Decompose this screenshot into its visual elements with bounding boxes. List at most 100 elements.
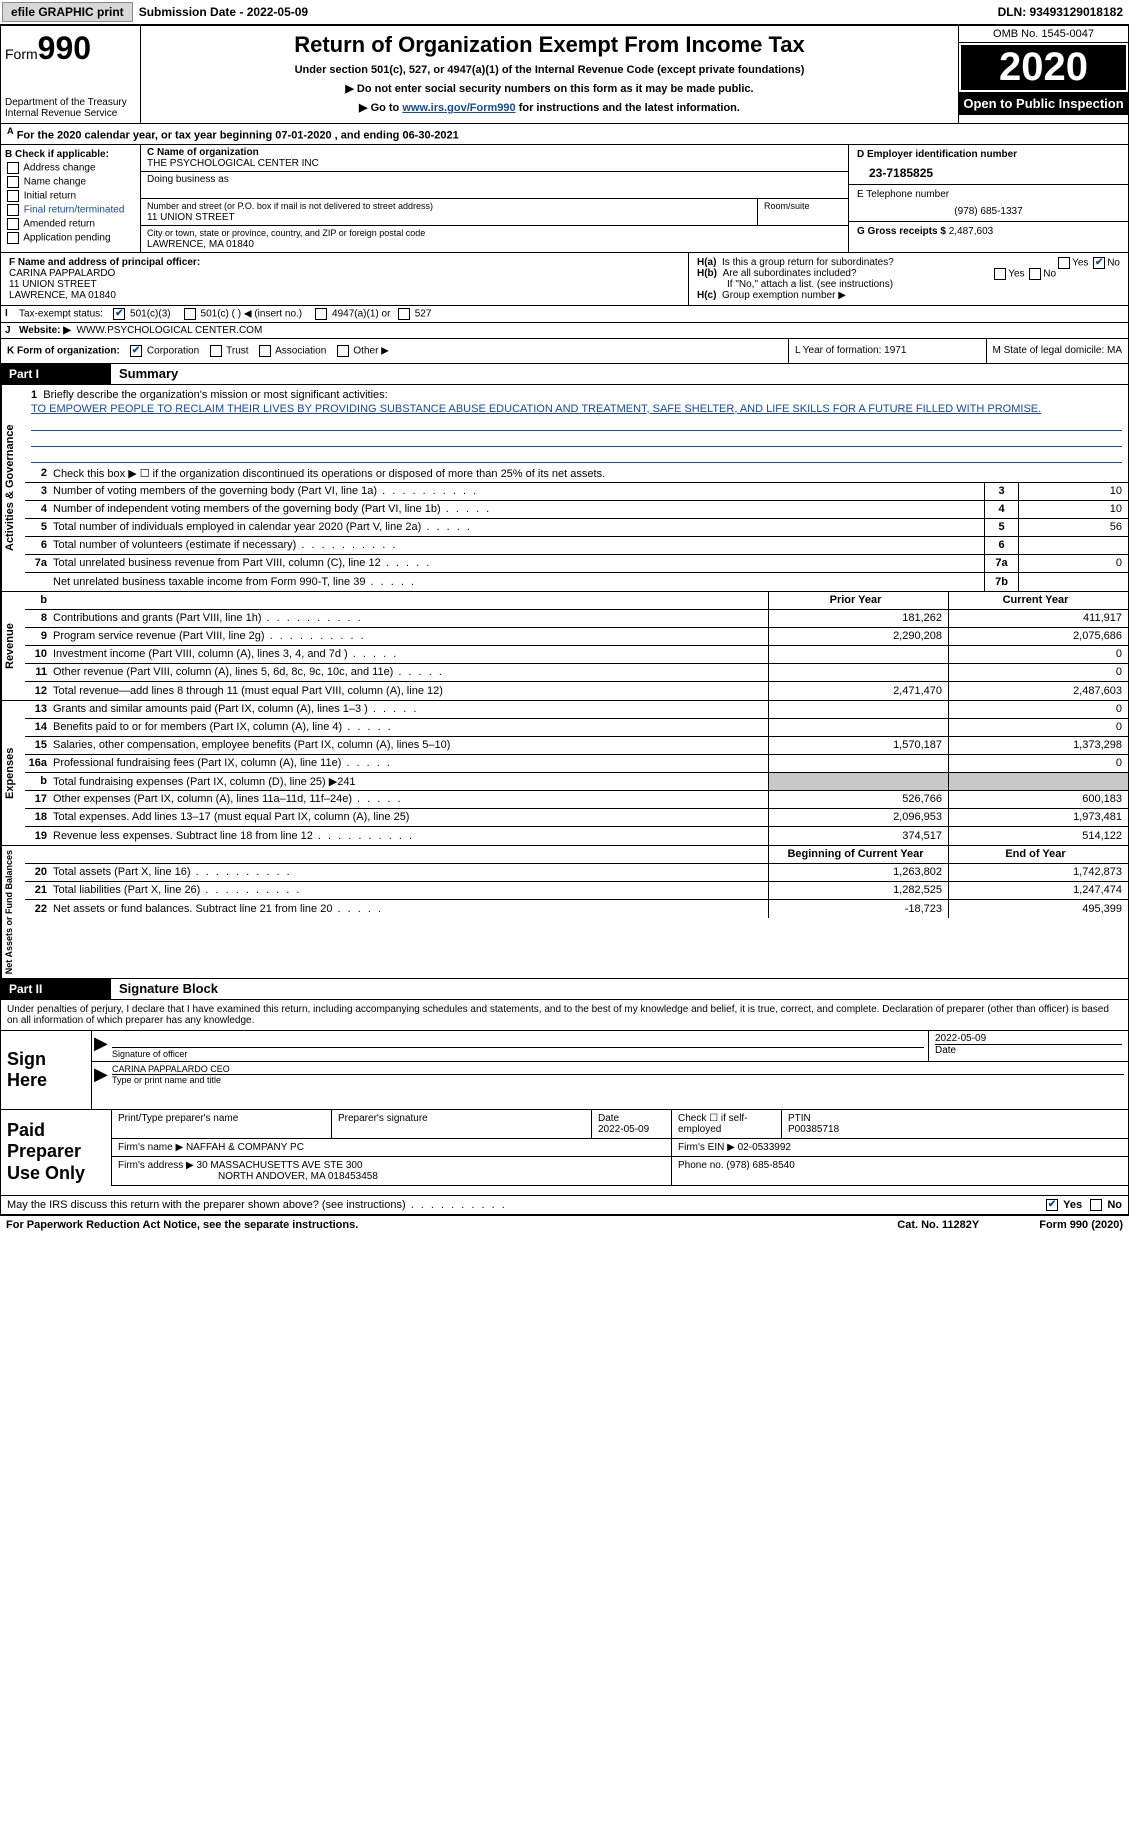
- line-18: Total expenses. Add lines 13–17 (must eq…: [53, 809, 768, 825]
- mission-text: TO EMPOWER PEOPLE TO RECLAIM THEIR LIVES…: [31, 403, 1122, 415]
- form-subtitle: Under section 501(c), 527, or 4947(a)(1)…: [149, 64, 950, 76]
- p16b-grey: [768, 773, 948, 790]
- line-17: Other expenses (Part IX, column (A), lin…: [53, 791, 768, 807]
- chk-4947[interactable]: [315, 308, 327, 320]
- chk-address-change[interactable]: Address change: [5, 162, 136, 174]
- line-11: Other revenue (Part VIII, column (A), li…: [53, 664, 768, 680]
- c16a: 0: [948, 755, 1128, 772]
- p19: 374,517: [768, 827, 948, 845]
- c9: 2,075,686: [948, 628, 1128, 645]
- c18: 1,973,481: [948, 809, 1128, 826]
- p15: 1,570,187: [768, 737, 948, 754]
- chk-trust[interactable]: [210, 345, 222, 357]
- footer-left: For Paperwork Reduction Act Notice, see …: [6, 1219, 358, 1231]
- chk-501c3[interactable]: ✔: [113, 308, 125, 320]
- p20: 1,263,802: [768, 864, 948, 881]
- ein-value: 23-7185825: [869, 166, 1120, 180]
- phone-cell: E Telephone number (978) 685-1337: [849, 185, 1128, 222]
- officer-printed-name: CARINA PAPPALARDO CEO: [112, 1064, 230, 1074]
- irs-link[interactable]: www.irs.gov/Form990: [402, 102, 515, 114]
- line-8: Contributions and grants (Part VIII, lin…: [53, 610, 768, 626]
- arrow-icon: ▶: [92, 1031, 108, 1061]
- prep-date: 2022-05-09: [598, 1124, 649, 1135]
- chk-527[interactable]: [398, 308, 410, 320]
- inspection-badge: Open to Public Inspection: [959, 92, 1128, 115]
- p17: 526,766: [768, 791, 948, 808]
- room-suite-label: Room/suite: [764, 201, 810, 211]
- city-cell: City or town, state or province, country…: [141, 226, 848, 252]
- hdr-current-year: Current Year: [948, 592, 1128, 609]
- submission-date-label: Submission Date - 2022-05-09: [135, 5, 308, 19]
- chk-association[interactable]: [259, 345, 271, 357]
- c16b-grey: [948, 773, 1128, 790]
- sidebar-netassets: Net Assets or Fund Balances: [1, 846, 25, 978]
- c20: 1,742,873: [948, 864, 1128, 881]
- dba-cell: Doing business as: [141, 172, 848, 199]
- ein-cell: D Employer identification number 23-7185…: [849, 145, 1128, 185]
- firm-addr2: NORTH ANDOVER, MA 018453458: [118, 1171, 378, 1182]
- part-ii-header: Part II: [1, 979, 111, 999]
- line-19: Revenue less expenses. Subtract line 18 …: [53, 828, 768, 844]
- line-15: Salaries, other compensation, employee b…: [53, 737, 768, 753]
- chk-final-return[interactable]: Final return/terminated: [5, 204, 136, 216]
- website-row: Website: ▶ WWW.PSYCHOLOGICAL CENTER.COM: [15, 323, 1128, 338]
- efile-print-button[interactable]: efile GRAPHIC print: [2, 2, 133, 22]
- part-i-title: Summary: [111, 366, 178, 381]
- hdr-prior-year: Prior Year: [768, 592, 948, 609]
- state-domicile: M State of legal domicile: MA: [987, 339, 1129, 363]
- street-address: 11 UNION STREET: [147, 212, 235, 223]
- c13: 0: [948, 701, 1128, 718]
- sign-here-label: Sign Here: [1, 1031, 91, 1109]
- form-header: Form990 Department of the Treasury Inter…: [0, 25, 1129, 124]
- line-12: Total revenue—add lines 8 through 11 (mu…: [53, 683, 768, 699]
- chk-amended[interactable]: Amended return: [5, 218, 136, 230]
- val-5: 56: [1018, 519, 1128, 536]
- firm-ein: 02-0533992: [738, 1142, 791, 1153]
- chk-initial-return[interactable]: Initial return: [5, 190, 136, 202]
- chk-corporation[interactable]: ✔: [130, 345, 142, 357]
- val-4: 10: [1018, 501, 1128, 518]
- firm-name: NAFFAH & COMPANY PC: [186, 1142, 304, 1153]
- section-b-checkboxes: B Check if applicable: Address change Na…: [1, 145, 141, 252]
- tax-exempt-status: Tax-exempt status: ✔ 501(c)(3) 501(c) ( …: [15, 306, 1128, 322]
- p13: [768, 701, 948, 718]
- form-label: Form: [5, 46, 38, 62]
- sidebar-expenses: Expenses: [1, 701, 25, 845]
- p14: [768, 719, 948, 736]
- line-9: Program service revenue (Part VIII, line…: [53, 628, 768, 644]
- line-16a: Professional fundraising fees (Part IX, …: [53, 755, 768, 771]
- chk-other[interactable]: [337, 345, 349, 357]
- chk-501c[interactable]: [184, 308, 196, 320]
- line-4: Number of independent voting members of …: [53, 501, 984, 517]
- tax-year: 2020: [959, 43, 1128, 92]
- part-ii-title: Signature Block: [111, 981, 218, 996]
- line-13: Grants and similar amounts paid (Part IX…: [53, 701, 768, 717]
- footer-catno: Cat. No. 11282Y: [897, 1219, 979, 1231]
- c15: 1,373,298: [948, 737, 1128, 754]
- c22: 495,399: [948, 900, 1128, 918]
- section-h: H(a) Is this a group return for subordin…: [688, 253, 1128, 305]
- line-20: Total assets (Part X, line 16): [53, 864, 768, 880]
- line-3: Number of voting members of the governin…: [53, 483, 984, 499]
- hdr-beginning: Beginning of Current Year: [768, 846, 948, 863]
- omb-number: OMB No. 1545-0047: [959, 26, 1128, 43]
- val-6: [1018, 537, 1128, 554]
- org-name: THE PSYCHOLOGICAL CENTER INC: [147, 158, 842, 169]
- self-employed-chk[interactable]: Check ☐ if self-employed: [672, 1110, 782, 1139]
- line-5: Total number of individuals employed in …: [53, 519, 984, 535]
- p22: -18,723: [768, 900, 948, 918]
- line-7b: Net unrelated business taxable income fr…: [53, 574, 984, 590]
- line-22: Net assets or fund balances. Subtract li…: [53, 901, 768, 917]
- mission-block: 1 Briefly describe the organization's mi…: [25, 385, 1128, 463]
- c17: 600,183: [948, 791, 1128, 808]
- discuss-no[interactable]: [1090, 1199, 1102, 1211]
- part-i-header: Part I: [1, 364, 111, 384]
- chk-application-pending[interactable]: Application pending: [5, 232, 136, 244]
- discuss-yes[interactable]: ✔: [1046, 1199, 1058, 1211]
- chk-name-change[interactable]: Name change: [5, 176, 136, 188]
- privacy-note: ▶ Do not enter social security numbers o…: [149, 82, 950, 95]
- prep-name-hdr: Print/Type preparer's name: [112, 1110, 332, 1139]
- sidebar-revenue: Revenue: [1, 592, 25, 700]
- c14: 0: [948, 719, 1128, 736]
- p12: 2,471,470: [768, 682, 948, 700]
